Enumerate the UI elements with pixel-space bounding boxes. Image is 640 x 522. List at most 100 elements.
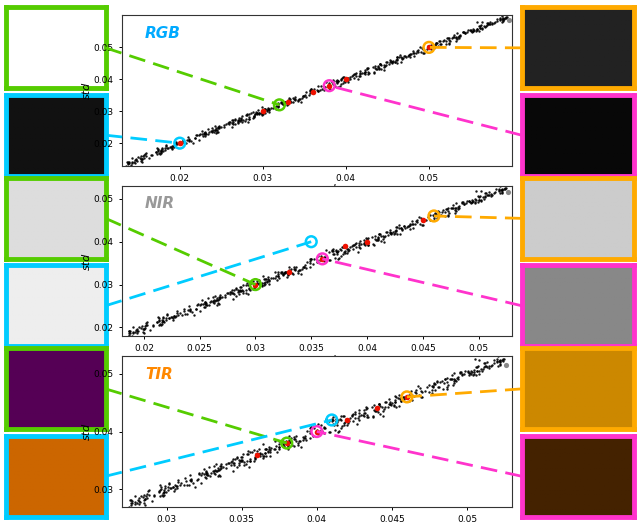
- Point: [237, 286, 247, 294]
- Point: [308, 88, 318, 96]
- Point: [449, 379, 460, 387]
- Point: [257, 280, 268, 289]
- Point: [343, 245, 353, 253]
- Point: [449, 33, 459, 41]
- Point: [319, 83, 330, 91]
- Point: [168, 314, 179, 323]
- Point: [477, 25, 487, 33]
- Point: [333, 416, 343, 424]
- Point: [249, 112, 259, 120]
- Point: [502, 188, 513, 196]
- Point: [227, 116, 237, 125]
- Point: [415, 219, 426, 228]
- Point: [228, 118, 238, 127]
- Point: [374, 230, 385, 239]
- Point: [332, 247, 342, 256]
- Point: [152, 147, 163, 155]
- Point: [264, 276, 275, 284]
- Point: [394, 390, 404, 399]
- Point: [354, 409, 364, 417]
- Point: [433, 383, 443, 391]
- Point: [214, 462, 225, 470]
- Point: [339, 418, 349, 426]
- Point: [321, 414, 331, 423]
- Point: [225, 290, 236, 299]
- Point: [431, 214, 442, 222]
- Point: [326, 415, 337, 423]
- Point: [231, 284, 241, 292]
- Point: [301, 258, 312, 266]
- Point: [273, 440, 284, 448]
- Point: [239, 458, 249, 466]
- Point: [355, 68, 365, 77]
- Point: [473, 362, 483, 370]
- Point: [450, 206, 460, 214]
- Point: [458, 28, 468, 37]
- Point: [252, 110, 262, 118]
- Point: [124, 330, 134, 339]
- Point: [209, 126, 220, 134]
- Point: [465, 369, 475, 377]
- Point: [360, 69, 370, 78]
- Point: [160, 144, 170, 152]
- Point: [252, 450, 262, 459]
- Point: [278, 270, 288, 279]
- Point: [281, 438, 291, 446]
- Point: [468, 371, 478, 379]
- Point: [474, 367, 484, 375]
- Point: [167, 141, 177, 150]
- Point: [332, 79, 342, 87]
- Point: [337, 80, 347, 88]
- Point: [213, 470, 223, 479]
- Point: [228, 286, 239, 294]
- Point: [422, 45, 432, 53]
- Point: [289, 265, 300, 274]
- Point: [282, 99, 292, 107]
- Point: [276, 437, 287, 446]
- Point: [257, 272, 268, 280]
- Point: [248, 285, 259, 293]
- Point: [404, 220, 415, 229]
- Point: [289, 94, 299, 103]
- Point: [452, 205, 463, 213]
- Point: [221, 460, 231, 468]
- Point: [163, 144, 173, 152]
- Point: [250, 282, 260, 291]
- Point: [285, 267, 295, 276]
- Point: [154, 149, 164, 157]
- Point: [168, 482, 178, 491]
- Point: [454, 202, 464, 210]
- Point: [305, 429, 315, 437]
- Point: [483, 19, 493, 27]
- Point: [294, 95, 304, 103]
- Point: [441, 205, 451, 213]
- Point: [179, 139, 189, 147]
- Point: [452, 375, 463, 383]
- Point: [342, 245, 352, 253]
- Point: [388, 400, 399, 409]
- Point: [483, 20, 493, 29]
- Point: [285, 265, 296, 273]
- Point: [171, 139, 181, 148]
- Point: [184, 302, 194, 310]
- Point: [410, 220, 420, 229]
- Point: [123, 157, 133, 165]
- Point: [330, 425, 340, 434]
- Point: [153, 145, 163, 153]
- Point: [381, 61, 391, 69]
- Point: [442, 34, 452, 42]
- Point: [412, 46, 422, 55]
- Y-axis label: std: std: [82, 423, 92, 440]
- Point: [185, 306, 195, 314]
- Point: [298, 436, 308, 445]
- Point: [223, 458, 233, 467]
- Point: [244, 114, 254, 123]
- Point: [481, 19, 492, 27]
- Point: [394, 53, 404, 62]
- Point: [328, 416, 338, 424]
- Point: [386, 57, 396, 65]
- Point: [212, 296, 223, 304]
- Point: [273, 99, 283, 107]
- Point: [230, 455, 240, 463]
- Point: [183, 306, 193, 314]
